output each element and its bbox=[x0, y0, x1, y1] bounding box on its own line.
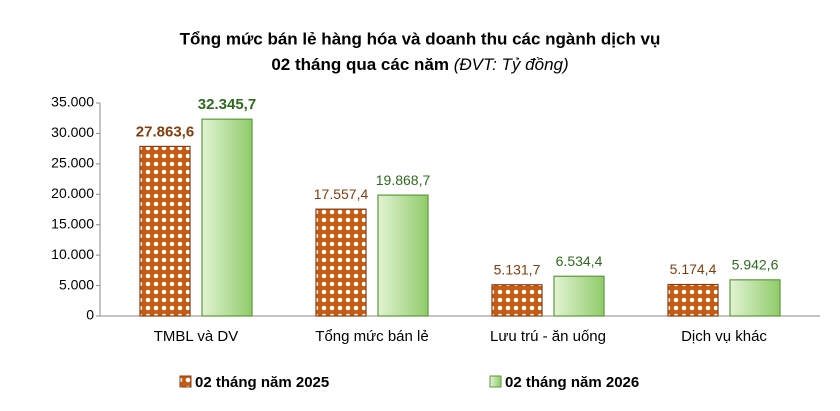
subtitle: 02 tháng qua các năm bbox=[271, 55, 449, 74]
legend-marker bbox=[179, 375, 192, 388]
value-label: 27.863,6 bbox=[136, 123, 194, 140]
value-label: 5.174,4 bbox=[670, 261, 717, 277]
y-tick-label: 10.000 bbox=[51, 246, 94, 262]
bar bbox=[139, 145, 191, 317]
value-label: 5.942,6 bbox=[732, 257, 779, 273]
bar bbox=[315, 208, 367, 317]
y-tick-label: 30.000 bbox=[51, 124, 94, 140]
y-tick-label: 35.000 bbox=[51, 94, 94, 110]
chart-subtitle: 02 tháng qua các năm (ĐVT: Tỷ đồng) bbox=[271, 55, 568, 74]
y-tick-label: 20.000 bbox=[51, 185, 94, 201]
bar bbox=[377, 194, 429, 317]
legend-label: 02 tháng năm 2026 bbox=[505, 374, 639, 391]
x-tick-label: Dịch vụ khác bbox=[681, 328, 767, 345]
value-label: 17.557,4 bbox=[314, 186, 369, 202]
bar bbox=[201, 118, 253, 317]
y-tick-label: 15.000 bbox=[51, 215, 94, 231]
legend-label: 02 tháng năm 2025 bbox=[195, 374, 329, 391]
value-label: 5.131,7 bbox=[494, 261, 541, 277]
x-tick-label: TMBL và DV bbox=[154, 328, 238, 345]
y-tick-label: 25.000 bbox=[51, 155, 94, 171]
y-tick-label: 5.000 bbox=[59, 276, 94, 292]
bar bbox=[491, 284, 543, 317]
value-label: 6.534,4 bbox=[556, 253, 603, 269]
x-tick-label: Lưu trú - ăn uống bbox=[490, 328, 606, 345]
value-label: 19.868,7 bbox=[376, 172, 431, 188]
x-tick-label: Tổng mức bán lẻ bbox=[315, 328, 428, 345]
unit-note: (ĐVT: Tỷ đồng) bbox=[454, 55, 569, 74]
bar bbox=[667, 283, 719, 317]
value-label: 32.345,7 bbox=[198, 96, 256, 113]
chart-title: Tổng mức bán lẻ hàng hóa và doanh thu cá… bbox=[180, 29, 661, 48]
legend-marker bbox=[489, 375, 502, 388]
y-tick-label: 0 bbox=[86, 307, 94, 323]
bar bbox=[553, 275, 605, 317]
bar bbox=[729, 279, 781, 317]
